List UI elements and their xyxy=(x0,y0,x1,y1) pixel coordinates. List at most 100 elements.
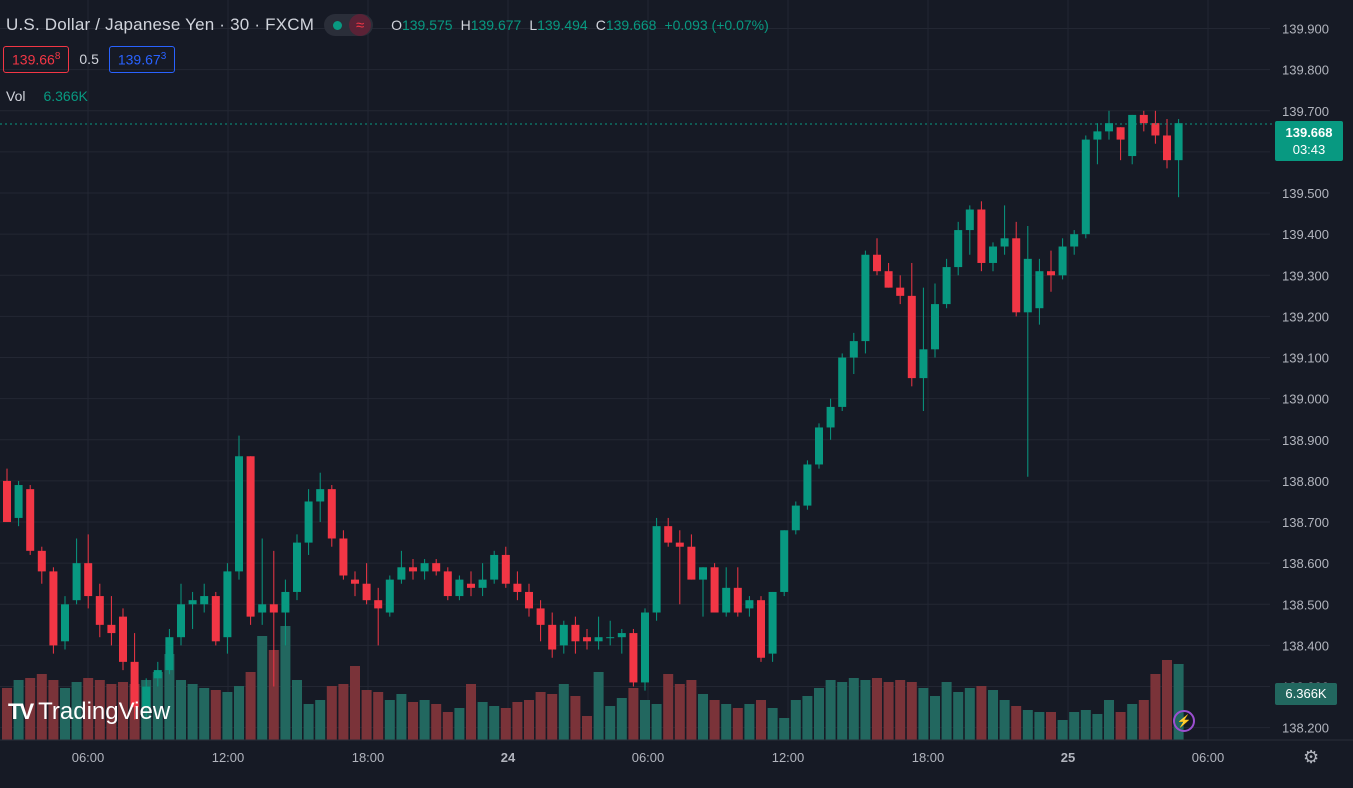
volume-bar xyxy=(558,684,569,740)
candle-body xyxy=(954,230,963,268)
volume-bar xyxy=(1173,664,1184,740)
volume-bar xyxy=(1127,704,1138,740)
volume-legend[interactable]: Vol 6.366K xyxy=(6,88,88,104)
candle-body xyxy=(583,637,591,642)
lightning-icon[interactable]: ⚡ xyxy=(1173,710,1195,732)
candle-body xyxy=(873,254,881,272)
time-axis: 06:00 12:00 18:00 24 06:00 12:00 18:00 25 06:00 xyxy=(0,739,1353,765)
volume-tag: 6.366K xyxy=(1275,683,1337,705)
candle-body xyxy=(733,587,742,613)
volume-bar xyxy=(384,700,395,740)
buy-button[interactable]: 139.673 xyxy=(108,46,176,73)
candle-body xyxy=(757,600,765,658)
volume-bar xyxy=(779,718,790,740)
candle-body xyxy=(107,624,116,634)
volume-bar xyxy=(245,672,256,740)
volume-bar xyxy=(860,680,871,740)
volume-bar xyxy=(1069,712,1080,740)
candle-body xyxy=(571,624,580,642)
volume-bar xyxy=(999,700,1010,740)
spread-value: 0.5 xyxy=(79,51,99,68)
candle-body xyxy=(594,637,603,642)
candle-body xyxy=(1128,114,1137,157)
candle-body xyxy=(432,563,441,572)
volume-bar xyxy=(1138,700,1149,740)
volume-bar xyxy=(1104,700,1114,740)
volume-bar xyxy=(1092,714,1103,740)
candle-body xyxy=(327,489,336,539)
candle-body xyxy=(223,571,232,638)
price-tick-label: 138.600 xyxy=(1282,556,1329,571)
candle-body xyxy=(3,480,11,523)
volume-bars xyxy=(2,626,1184,740)
candle-body xyxy=(316,489,325,502)
volume-bar xyxy=(605,706,616,740)
candle-body xyxy=(1000,238,1009,247)
time-tick-label: 06:00 xyxy=(72,750,105,765)
volume-bar xyxy=(222,692,233,740)
candle-body xyxy=(1012,238,1021,313)
volume-bar xyxy=(744,704,755,740)
candle-body xyxy=(478,579,487,588)
tradingview-logo[interactable]: TV TradingView xyxy=(8,698,170,726)
volume-bar xyxy=(582,716,592,740)
gear-icon[interactable]: ⚙ xyxy=(1303,747,1320,767)
candle-body xyxy=(606,637,615,639)
candle-body xyxy=(1070,234,1079,247)
volume-bar xyxy=(1115,712,1126,740)
volume-bar xyxy=(234,686,244,740)
volume-bar xyxy=(535,692,546,740)
ohlc-close: C139.668 xyxy=(595,17,657,33)
candle-body xyxy=(977,209,986,263)
candle-body xyxy=(37,550,46,572)
volume-bar xyxy=(199,688,210,740)
candle-body xyxy=(768,591,777,654)
volume-bar xyxy=(350,666,360,740)
price-tick-label: 139.800 xyxy=(1282,63,1329,78)
volume-bar xyxy=(2,688,12,740)
volume-bar xyxy=(640,700,650,740)
last-price-value: 139.668 xyxy=(1285,125,1333,140)
candle-body xyxy=(965,209,974,231)
candle-body xyxy=(815,427,823,465)
candle-body xyxy=(722,587,731,613)
volume-bar xyxy=(732,708,743,740)
volume-bar xyxy=(164,654,175,740)
volume-bar xyxy=(814,688,824,740)
volume-bar xyxy=(408,702,418,740)
symbol-title[interactable]: U.S. Dollar / Japanese Yen · 30 · FXCM xyxy=(6,15,315,34)
candle-body xyxy=(269,604,278,613)
candle-body xyxy=(942,267,951,305)
volume-bar xyxy=(790,700,801,740)
tradingview-logo-text: TradingView xyxy=(38,698,171,725)
status-pills[interactable]: ≈ xyxy=(324,14,374,36)
candle-body xyxy=(26,489,35,551)
volume-bar xyxy=(1034,712,1045,740)
volume-bar xyxy=(454,708,465,740)
candle-body xyxy=(1139,114,1148,124)
time-tick-label: 24 xyxy=(501,750,516,765)
candle-body xyxy=(397,567,406,580)
last-price-tag: 139.668 03:43 xyxy=(1275,121,1343,161)
candle-body xyxy=(525,591,533,609)
candle-body xyxy=(443,571,452,597)
candle-body xyxy=(14,485,23,518)
time-tick-label: 18:00 xyxy=(912,750,945,765)
wave-icon[interactable]: ≈ xyxy=(349,14,372,36)
ohlc-change: +0.093 (+0.07%) xyxy=(664,17,769,33)
candle-body xyxy=(664,526,673,543)
volume-bar xyxy=(1057,720,1068,740)
candle-body xyxy=(1163,135,1171,161)
sell-button[interactable]: 139.668 xyxy=(3,46,70,73)
chart-header: U.S. Dollar / Japanese Yen · 30 · FXCM ≈… xyxy=(6,14,769,36)
price-tick-label: 138.800 xyxy=(1282,474,1329,489)
volume-bar xyxy=(13,680,24,740)
time-tick-label: 06:00 xyxy=(1192,750,1225,765)
volume-bar xyxy=(442,712,453,740)
price-tick-label: 139.900 xyxy=(1282,22,1329,37)
candle-body xyxy=(351,579,359,584)
candle-body xyxy=(490,554,499,580)
candle-body xyxy=(931,304,939,350)
volume-bar xyxy=(36,674,47,740)
